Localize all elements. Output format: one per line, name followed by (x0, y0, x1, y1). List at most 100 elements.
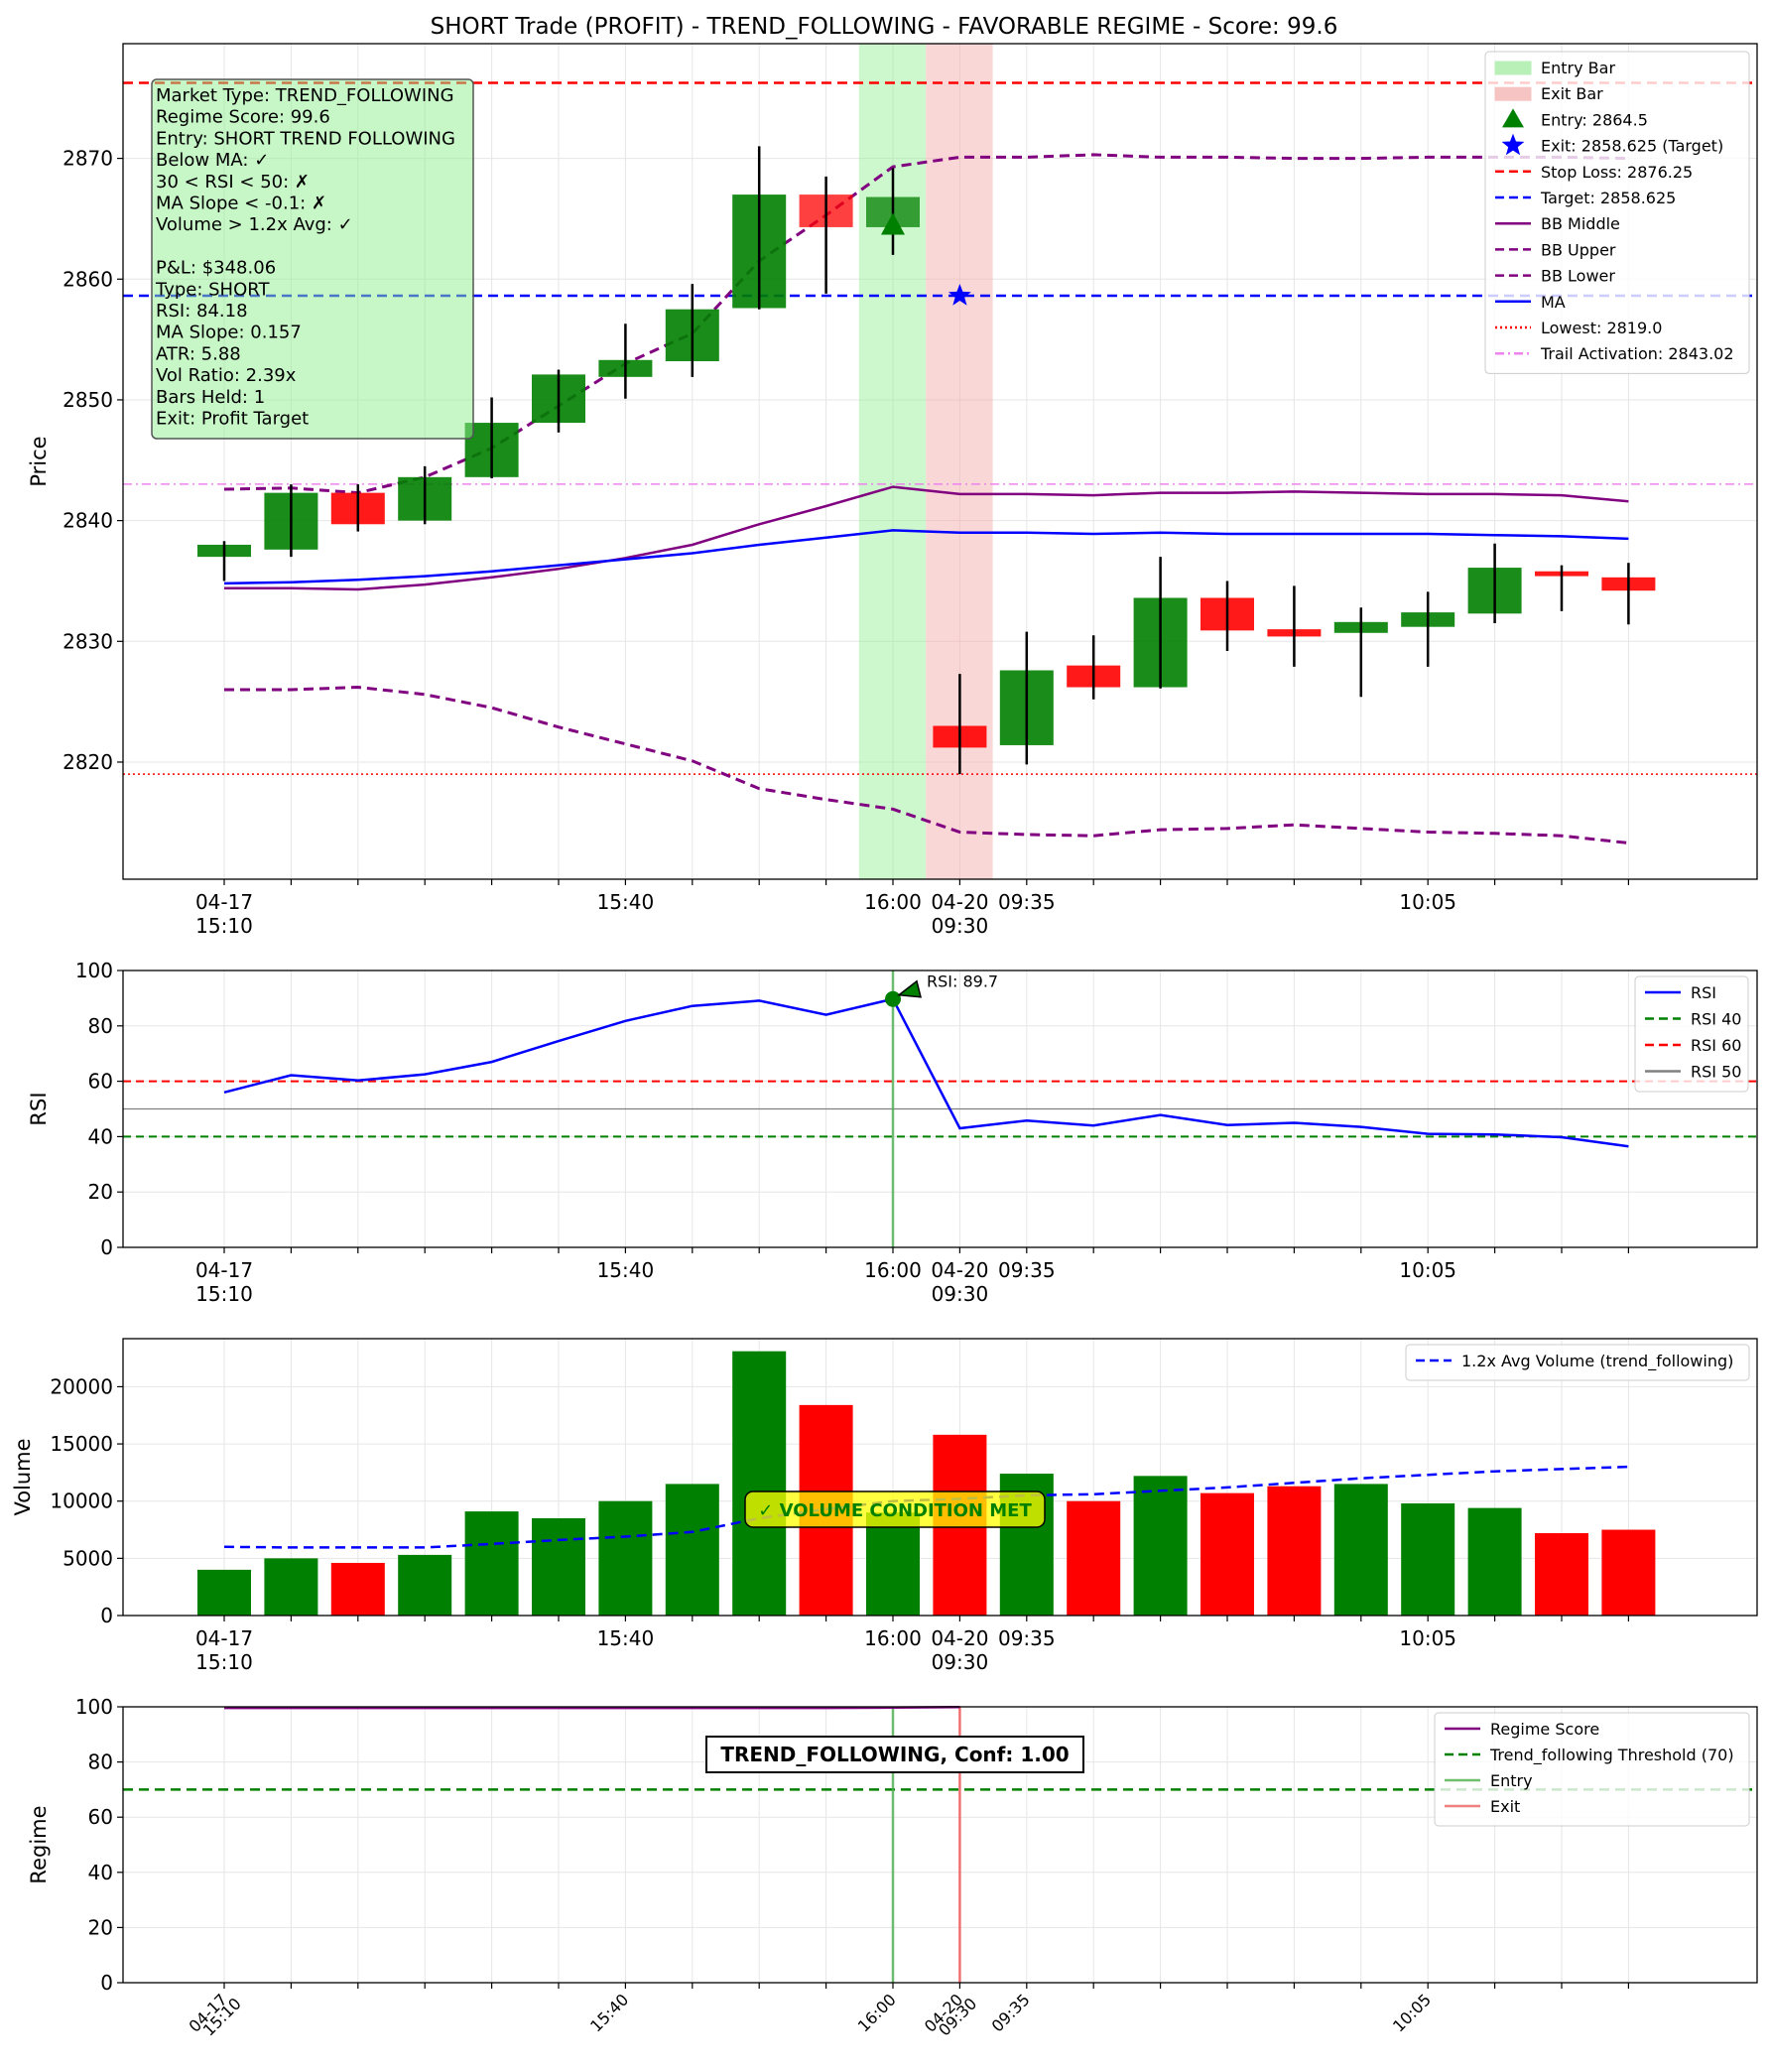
y-axis-label: Volume (11, 1438, 35, 1515)
legend-box (1405, 1344, 1750, 1381)
info-box (151, 78, 474, 440)
legend-swatch (1502, 108, 1524, 128)
entry-marker (881, 212, 905, 235)
y-tick-label: 0 (100, 1971, 113, 1995)
x-tick-label: 09:35 (988, 1990, 1034, 2035)
volume-bar (264, 1558, 318, 1616)
x-tick-label: 10:05 (1389, 1990, 1435, 2035)
legend-item: RSI (1691, 983, 1716, 1002)
regime-panel: TREND_FOLLOWING, Conf: 1.00 0 20 40 60 80 100 0… (27, 1695, 1758, 2039)
legend-item: Trend_following Threshold (70) (1489, 1746, 1734, 1765)
x-tick-label-line2: 15:10 (195, 914, 253, 938)
volume-bar (1200, 1492, 1254, 1616)
info-line: Below MA: ✓ (156, 150, 269, 171)
volume-bar (1133, 1476, 1188, 1616)
volume-bar (197, 1569, 251, 1616)
x-tick-label: 04-20 (931, 1258, 988, 1282)
legend-item: Stop Loss: 2876.25 (1541, 163, 1693, 182)
rsi-annotation-arrow (897, 979, 922, 998)
x-tick-label: 15:40 (597, 1258, 655, 1282)
regime-annotation: TREND_FOLLOWING, Conf: 1.00 (720, 1743, 1069, 1766)
legend-item: Entry (1490, 1771, 1533, 1790)
legend-item: MA (1541, 293, 1566, 312)
legend-item: Exit (1490, 1797, 1520, 1816)
legend-item: Entry: 2864.5 (1541, 110, 1648, 129)
y-tick-label: 10000 (50, 1489, 113, 1513)
y-tick-label: 80 (88, 1014, 113, 1038)
x-tick-label: 15:40 (586, 1990, 632, 2035)
legend-box (1484, 51, 1750, 374)
legend-box (1434, 1712, 1750, 1827)
info-line: Regime Score: 99.6 (156, 107, 330, 128)
x-tick-label: 04-17 (195, 1626, 253, 1650)
info-line: MA Slope < -0.1: ✗ (156, 194, 326, 214)
plot-frame (122, 1338, 1758, 1617)
y-tick-label: 15000 (50, 1432, 113, 1456)
legend-box (1634, 975, 1749, 1093)
bb-middle-line (224, 485, 1629, 591)
x-tick-label: 15:40 (597, 1626, 655, 1650)
regime-annotation-box (705, 1736, 1084, 1773)
y-axis-label: RSI (27, 1092, 51, 1125)
info-line: Type: SHORT (155, 279, 270, 300)
y-tick-label: 20 (88, 1180, 113, 1204)
x-tick-label: 16:00 (864, 890, 922, 914)
chart-title: SHORT Trade (PROFIT) - TREND_FOLLOWING -… (431, 14, 1338, 40)
volume-bar (598, 1500, 653, 1616)
x-tick-label: 10:05 (1399, 1626, 1456, 1650)
y-tick-label: 40 (88, 1861, 113, 1884)
x-tick-label: 09:35 (998, 890, 1056, 914)
y-tick-label: 2850 (63, 388, 113, 412)
x-tick-label: 10:05 (1399, 1258, 1456, 1282)
legend-item: Exit Bar (1541, 84, 1603, 103)
x-tick-label: 04-17 (195, 890, 253, 914)
regime-score-line (224, 1706, 960, 1710)
info-line: Volume > 1.2x Avg: ✓ (156, 214, 353, 235)
x-tick-label: 09:35 (998, 1258, 1056, 1282)
x-tick-label: 16:00 (864, 1626, 922, 1650)
legend-item: 1.2x Avg Volume (trend_following) (1461, 1352, 1733, 1371)
y-tick-label: 20 (88, 1915, 113, 1939)
info-line: MA Slope: 0.157 (156, 323, 302, 343)
rsi-line (223, 997, 1629, 1148)
y-tick-label: 5000 (63, 1546, 113, 1570)
volume-bar (1535, 1532, 1588, 1616)
ma-line (223, 529, 1629, 585)
info-line: 30 < RSI < 50: ✗ (156, 172, 310, 193)
x-tick-label: 04-20 (931, 1626, 988, 1650)
volume-bar (1467, 1507, 1522, 1616)
info-line: Exit: Profit Target (156, 409, 309, 430)
rsi-entry-point (885, 990, 901, 1007)
bb-lower-line (224, 685, 1629, 844)
info-line: Vol Ratio: 2.39x (156, 365, 297, 386)
info-line: ATR: 5.88 (156, 343, 241, 364)
x-tick-label: 04-17 (195, 1258, 253, 1282)
plot-frame (122, 1706, 1758, 1984)
volume-bar (1267, 1486, 1322, 1616)
y-tick-label: 2820 (63, 750, 113, 774)
volume-bar (732, 1351, 787, 1616)
legend-item: Entry Bar (1541, 59, 1615, 77)
volume-bar (464, 1511, 519, 1616)
y-tick-label: 100 (75, 1695, 113, 1719)
legend-item: RSI 50 (1691, 1063, 1741, 1082)
y-tick-label: 80 (88, 1750, 113, 1774)
legend-item: RSI 40 (1691, 1010, 1741, 1029)
y-axis-label: Regime (27, 1805, 51, 1883)
x-tick-label-line2: 15:10 (195, 1282, 253, 1306)
legend-item: RSI 60 (1691, 1036, 1741, 1055)
volume-bar (1067, 1500, 1121, 1616)
y-tick-label: 2830 (63, 629, 113, 653)
volume-bar (866, 1512, 920, 1616)
volume-bar (1333, 1484, 1388, 1616)
volume-annotation-box (744, 1490, 1046, 1528)
legend-item: BB Lower (1541, 267, 1615, 286)
x-tick-label: 09:35 (998, 1626, 1056, 1650)
plot-frame (122, 970, 1758, 1248)
x-tick-label: 04-20 (931, 890, 988, 914)
volume-bar (1601, 1529, 1656, 1616)
legend-item: Regime Score (1490, 1720, 1599, 1739)
legend-item: Target: 2858.625 (1540, 189, 1676, 207)
